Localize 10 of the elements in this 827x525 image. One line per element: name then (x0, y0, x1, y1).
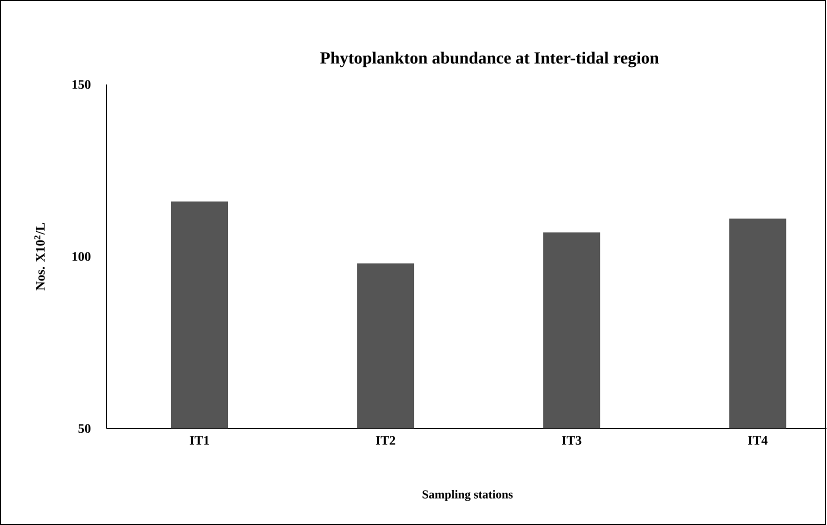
x-tick-label: IT4 (748, 436, 768, 445)
x-tick-label: IT2 (376, 436, 396, 445)
x-tick-label: IT1 (190, 436, 209, 445)
chart-title: Phytoplankton abundance at Inter-tidal region (320, 52, 659, 68)
y-axis-title: Nos. X10$^{2}$/L (34, 222, 45, 290)
y-tick-label: 100 (72, 252, 90, 261)
x-axis-title: Sampling stations (422, 490, 513, 501)
y-tick-label: 150 (72, 80, 90, 89)
y-tick-label: 50 (78, 424, 90, 433)
x-tick-label: IT3 (562, 436, 582, 445)
